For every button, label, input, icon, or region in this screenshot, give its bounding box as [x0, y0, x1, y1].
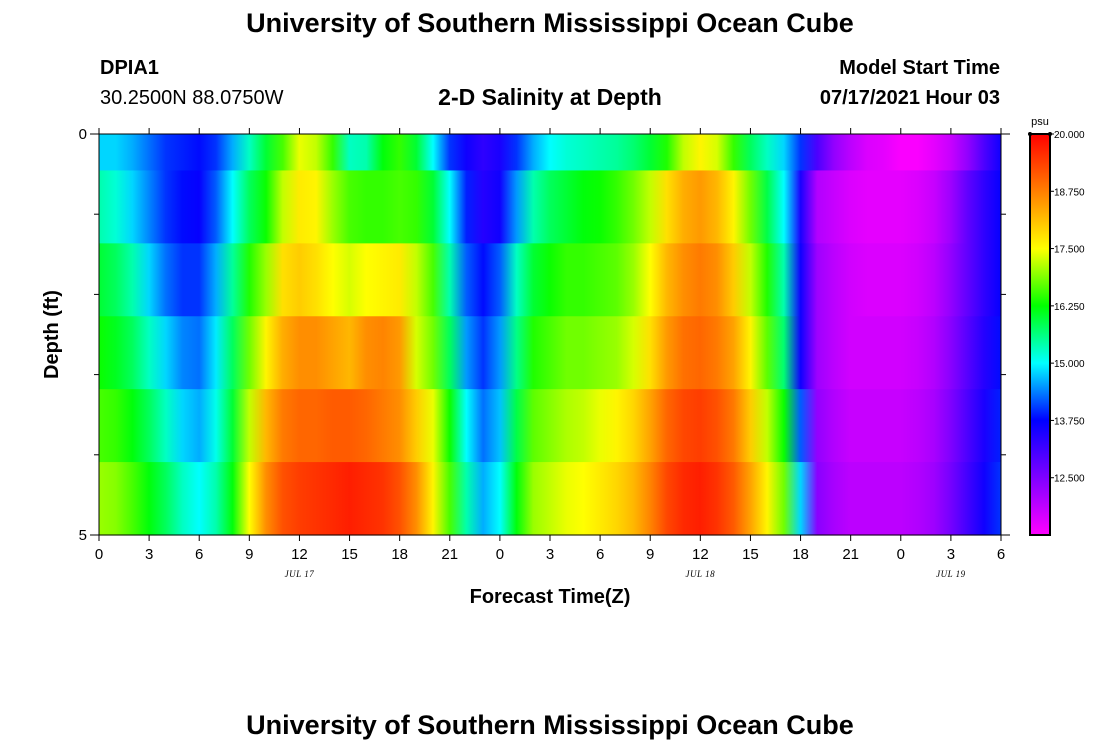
colorbar-tick-label: 16.250 — [1054, 302, 1085, 313]
heatmap-band-depth-5 — [99, 462, 1001, 536]
colorbar-tick-label: 13.750 — [1054, 416, 1085, 427]
colorbar-gradient — [1029, 133, 1051, 536]
model-start-value: 07/17/2021 Hour 03 — [819, 87, 1000, 109]
axes: 0 3 6 9 12 15 18 21 0 3 6 9 12 15 18 21 0 3 6 JUL 17 JUL 18 J… — [79, 126, 1010, 579]
y-axis-label: Depth (ft) — [41, 290, 63, 379]
x-tick-label: 9 — [646, 546, 654, 563]
x-axis-label: Forecast Time(Z) — [470, 586, 631, 608]
x-tick-label: 15 — [742, 546, 759, 563]
x-tick-label: 3 — [145, 546, 153, 563]
heatmap-band-depth-1 — [99, 170, 1001, 244]
station-location: 30.2500N 88.0750W — [100, 87, 284, 109]
colorbar-corner-dot — [1048, 132, 1052, 136]
x-tick-label: 21 — [842, 546, 859, 563]
y-tick-label: 0 — [79, 126, 87, 143]
x-tick-label: 18 — [792, 546, 809, 563]
y-tick-label: 5 — [79, 527, 87, 544]
heatmap-band-depth-2 — [99, 243, 1001, 317]
x-tick-label: 12 — [692, 546, 709, 563]
page-title: University of Southern Mississippi Ocean… — [246, 8, 854, 38]
heatmap-band-depth-4 — [99, 389, 1001, 463]
station-id: DPIA1 — [100, 57, 159, 79]
x-tick-label: 3 — [947, 546, 955, 563]
date-label: JUL 17 — [285, 569, 315, 579]
model-start-label: Model Start Time — [839, 57, 1000, 79]
x-tick-label: 3 — [546, 546, 554, 563]
date-label: JUL 19 — [936, 569, 966, 579]
heatmap — [99, 134, 1001, 536]
x-tick-label: 15 — [341, 546, 358, 563]
footer-title: University of Southern Mississippi Ocean… — [246, 710, 854, 740]
x-tick-label: 0 — [496, 546, 504, 563]
x-tick-label: 0 — [897, 546, 905, 563]
colorbar-tick-label: 20.000 — [1054, 130, 1085, 141]
date-label: JUL 18 — [686, 569, 716, 579]
colorbar-tick-label: 17.500 — [1054, 245, 1085, 256]
x-tick-label: 6 — [997, 546, 1005, 563]
x-tick-label: 6 — [195, 546, 203, 563]
colorbar-tick-label: 15.000 — [1054, 359, 1085, 370]
plot-title: 2-D Salinity at Depth — [438, 84, 662, 110]
x-tick-label: 21 — [441, 546, 458, 563]
colorbar-unit: psu — [1031, 116, 1049, 128]
colorbar-tick-label: 18.750 — [1054, 187, 1085, 198]
colorbar-tick-label: 12.500 — [1054, 474, 1085, 485]
heatmap-band-depth-3 — [99, 316, 1001, 390]
heatmap-band-depth-0 — [99, 134, 1001, 172]
x-tick-label: 9 — [245, 546, 253, 563]
colorbar-corner-dot — [1028, 132, 1032, 136]
x-tick-label: 18 — [391, 546, 408, 563]
x-tick-label: 12 — [291, 546, 308, 563]
x-tick-label: 6 — [596, 546, 604, 563]
colorbar: 20.000 18.750 17.500 16.250 15.000 13.750 12.5… — [1028, 130, 1085, 536]
x-tick-label: 0 — [95, 546, 103, 563]
